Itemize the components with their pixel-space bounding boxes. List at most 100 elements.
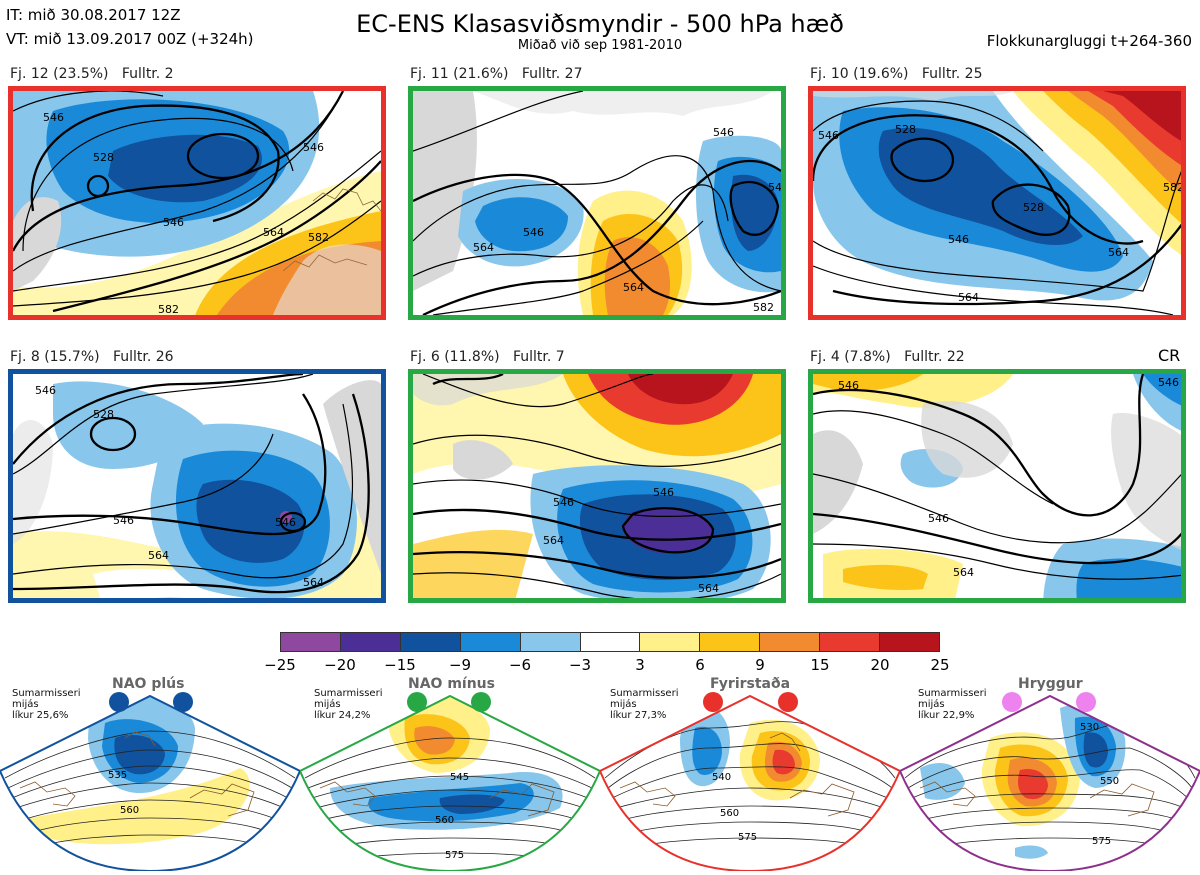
contour-label: 564 — [953, 566, 974, 579]
colorbar-tick: 20 — [870, 656, 890, 674]
contour-label: 546 — [553, 496, 574, 509]
colorbar-tick: −25 — [264, 656, 296, 674]
regime-dot — [173, 692, 193, 712]
contour-label: 564 — [698, 582, 719, 595]
contour-label: 528 — [93, 408, 114, 421]
cluster-panel-2: 564 546 564 546 582 546 — [408, 86, 786, 320]
colorbar-swatch — [580, 633, 641, 651]
colorbar-tick: 6 — [695, 656, 705, 674]
contour-label: 546 — [928, 512, 949, 525]
colorbar-swatch — [400, 633, 461, 651]
regime-nao-plus: NAO plús Sumarmisseri mijás líkur 25,6% — [0, 668, 302, 873]
contour-label: 545 — [450, 772, 469, 783]
panel-6-map: 546 546 564 564 546 — [813, 374, 1181, 603]
regime-dot — [778, 692, 798, 712]
contour-label: 535 — [108, 770, 127, 781]
colorbar-tick: 3 — [635, 656, 645, 674]
contour-label: 546 — [838, 379, 859, 392]
panel-4-label: Fj. 8 (15.7%) Fulltr. 26 — [10, 349, 174, 365]
regime-dot — [1076, 692, 1096, 712]
cluster-panel-6: 546 546 564 564 546 — [808, 369, 1186, 603]
regime-3-map: 540 560 575 — [598, 692, 902, 873]
contour-label: 564 — [473, 241, 494, 254]
contour-label: 546 — [35, 384, 56, 397]
colorbar-tick: 15 — [810, 656, 830, 674]
contour-label: 550 — [1100, 776, 1119, 787]
contour-label: 528 — [1023, 201, 1044, 214]
contour-label: 528 — [93, 151, 114, 164]
colorbar-tick: −15 — [384, 656, 416, 674]
contour-label: 560 — [435, 815, 454, 826]
contour-label: 582 — [308, 231, 329, 244]
colorbar-tick: 25 — [930, 656, 950, 674]
panel-2-label: Fj. 11 (21.6%) Fulltr. 27 — [410, 66, 583, 82]
colorbar-tick: 9 — [755, 656, 765, 674]
colorbar-tick: −9 — [448, 656, 472, 674]
contour-label: 564 — [958, 291, 979, 304]
colorbar-swatch — [281, 633, 341, 651]
panel-3-map: 546 528 528 546 564 564 582 582 — [813, 91, 1184, 315]
colorbar-tick: −3 — [568, 656, 592, 674]
regime-2-map: 545 560 575 — [298, 692, 602, 873]
regime-dot — [471, 692, 491, 712]
page-subtitle: Miðað við sep 1981-2010 — [517, 38, 683, 53]
regime-note: Sumarmisseri mijás líkur 25,6% — [12, 688, 81, 721]
contour-label: 564 — [263, 226, 284, 239]
regime-dot — [407, 692, 427, 712]
panel-1-label: Fj. 12 (23.5%) Fulltr. 2 — [10, 66, 174, 82]
contour-label: 564 — [303, 576, 324, 589]
panel-4-map: 546 528 546 564 582 564 582 546 — [13, 374, 381, 603]
cluster-panel-1: 546 528 546 564 582 582 546 — [8, 86, 386, 320]
panel-1-map: 546 528 546 564 582 582 546 — [13, 91, 381, 315]
colorbar-swatch — [340, 633, 401, 651]
panel-6-label: Fj. 4 (7.8%) Fulltr. 22 — [810, 349, 965, 365]
contour-label: 575 — [738, 832, 757, 843]
regime-name: Hryggur — [1018, 676, 1083, 692]
contour-label: 528 — [895, 123, 916, 136]
cluster-panel-5: 546 564 564 546 — [408, 369, 786, 603]
colorbar-swatch — [760, 633, 821, 651]
contour-label: 582 — [1163, 181, 1184, 194]
contour-label: 546 — [653, 486, 674, 499]
regime-note: Sumarmisseri mijás líkur 27,3% — [610, 688, 679, 721]
regime-1-map: 535 560 — [0, 692, 302, 873]
contour-label: 546 — [818, 129, 839, 142]
contour-label: 582 — [163, 596, 184, 603]
contour-label: 546 — [1158, 376, 1179, 389]
page-title: EC-ENS Klasasviðsmyndir - 500 hPa hæð — [356, 10, 844, 38]
colorbar-swatch — [880, 633, 939, 651]
contour-label: 546 — [948, 233, 969, 246]
contour-label: 564 — [623, 281, 644, 294]
contour-label: 564 — [1143, 596, 1164, 603]
contour-label: 564 — [543, 534, 564, 547]
anomaly-colorbar — [280, 632, 940, 652]
regime-dot — [1002, 692, 1022, 712]
contour-label: 530 — [1080, 722, 1099, 733]
regime-4-map: 530 550 575 — [898, 692, 1200, 873]
cluster-panel-4: 546 528 546 564 582 564 582 546 — [8, 369, 386, 603]
contour-label: 540 — [712, 772, 731, 783]
contour-label: 546 — [163, 216, 184, 229]
colorbar-tick: −6 — [508, 656, 532, 674]
regime-name: NAO plús — [112, 676, 185, 692]
contour-label: 546 — [43, 111, 64, 124]
regime-name: Fyrirstaða — [710, 676, 791, 692]
contour-label: 546 — [523, 226, 544, 239]
regime-name: NAO mínus — [408, 676, 495, 692]
contour-label: 546 — [768, 181, 781, 194]
contour-label: 582 — [753, 301, 774, 314]
contour-label: 560 — [720, 808, 739, 819]
regime-note: Sumarmisseri mijás líkur 22,9% — [918, 688, 987, 721]
contour-label: 575 — [445, 850, 464, 861]
cluster-panel-3: 546 528 528 546 564 564 582 582 — [808, 86, 1186, 320]
colorbar-swatch — [820, 633, 881, 651]
colorbar-swatch — [700, 633, 761, 651]
regime-dot — [109, 692, 129, 712]
contour-label: 582 — [1143, 313, 1164, 315]
regime-ridge: Hryggur Sumarmisseri mijás líkur 22,9% — [898, 668, 1200, 873]
contour-label: 582 — [158, 303, 179, 315]
valid-time: VT: mið 13.09.2017 00Z (+324h) — [6, 30, 254, 48]
contour-label: 546 — [275, 516, 296, 529]
contour-label: 546 — [303, 141, 324, 154]
regime-blocking: Fyrirstaða Sumarmisseri mijás líkur 27,3% — [598, 668, 902, 873]
